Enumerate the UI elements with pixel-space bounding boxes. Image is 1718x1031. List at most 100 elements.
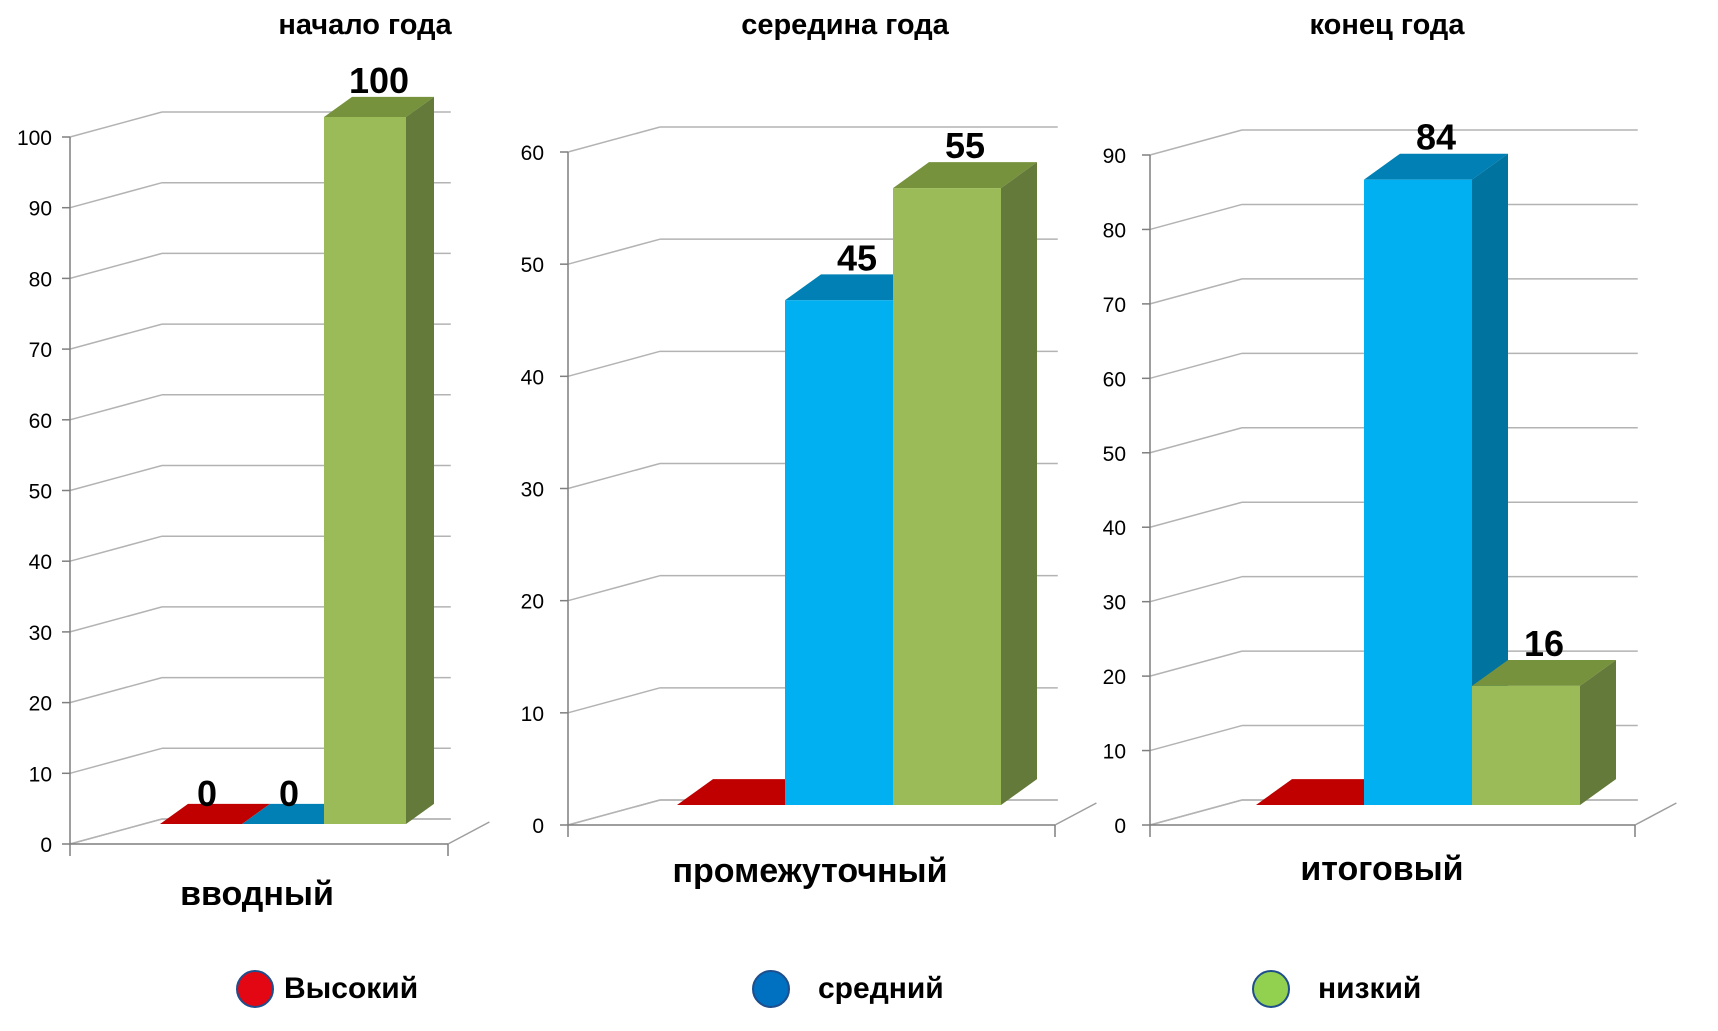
y-tick-label: 80 xyxy=(1103,219,1126,242)
gridline-diagonal xyxy=(69,535,163,562)
bar-front-face xyxy=(785,300,893,805)
gridline-diagonal xyxy=(69,394,163,421)
legend-label-low: низкий xyxy=(1318,972,1422,1005)
gridline-diagonal xyxy=(69,606,163,633)
gridline-diagonal xyxy=(1149,724,1243,752)
bar-top-face xyxy=(160,803,270,824)
bar-low: 100 xyxy=(324,60,434,825)
bar-front-face xyxy=(893,188,1001,806)
floor-right-edge xyxy=(1634,802,1677,826)
gridline-diagonal xyxy=(69,181,163,209)
gridline-diagonal xyxy=(1149,650,1243,677)
gridline-diagonal xyxy=(567,574,661,602)
gridline-diagonal xyxy=(69,464,163,492)
y-tick-label: 20 xyxy=(29,693,52,716)
y-tick-label: 60 xyxy=(1103,368,1126,391)
y-tick-label: 40 xyxy=(521,366,544,389)
gridline-diagonal xyxy=(567,350,661,378)
legend-item-high: Высокий xyxy=(236,970,418,1008)
gridline-diagonal xyxy=(1149,575,1243,603)
data-label: 55 xyxy=(945,125,985,166)
y-tick-label: 0 xyxy=(532,815,544,838)
data-label: 16 xyxy=(1524,623,1564,664)
y-tick-label: 40 xyxy=(1103,517,1126,540)
bar-high: 0 xyxy=(160,773,270,824)
y-tick-label: 70 xyxy=(1103,294,1126,317)
gridline-diagonal xyxy=(1149,501,1243,528)
gridline-diagonal xyxy=(1149,278,1243,305)
y-tick-label: 20 xyxy=(1103,666,1126,689)
floor-right-edge xyxy=(447,821,490,845)
bar-side-face xyxy=(1001,162,1037,805)
legend-swatch-mid xyxy=(752,970,790,1008)
chart-panel-3: конец года 0 10 20 30 40 50 60 70 80 90 84 16 итоговы… xyxy=(1103,9,1677,888)
legend-swatch-low xyxy=(1252,970,1290,1008)
gridline-diagonal xyxy=(69,676,163,704)
gridline-diagonal xyxy=(567,462,661,490)
bar-top-face xyxy=(1472,659,1616,686)
bar-side-face xyxy=(1580,659,1616,805)
data-label: 0 xyxy=(279,773,299,814)
bar-low: 16 xyxy=(1472,623,1616,805)
legend-item-mid: средний xyxy=(752,970,944,1008)
y-tick-label: 60 xyxy=(29,410,52,433)
gridline-diagonal xyxy=(69,252,163,280)
legend-label-mid: средний xyxy=(818,972,944,1005)
y-tick-label: 30 xyxy=(521,479,544,502)
bar-front-face xyxy=(324,117,406,824)
y-tick-label: 50 xyxy=(1103,443,1126,466)
gridline-diagonal xyxy=(1149,129,1243,156)
gridline-diagonal xyxy=(1149,427,1243,454)
y-tick-label: 90 xyxy=(29,198,52,221)
bar-top-face xyxy=(893,162,1037,189)
y-tick-label: 60 xyxy=(521,142,544,165)
y-tick-label: 10 xyxy=(29,763,52,786)
y-tick-label: 100 xyxy=(17,127,52,150)
category-label: вводный xyxy=(180,875,334,913)
y-tick-label: 20 xyxy=(521,591,544,614)
data-label: 100 xyxy=(349,60,409,101)
y-tick-label: 50 xyxy=(521,254,544,277)
chart-panel-2: середина года 0 10 20 30 40 50 60 45 55 промежуточ… xyxy=(521,9,1097,890)
chart-title: конец года xyxy=(1310,9,1466,41)
bar-front-face xyxy=(1472,685,1580,805)
y-tick-label: 30 xyxy=(1103,592,1126,615)
gridline-diagonal xyxy=(69,323,163,350)
y-tick-label: 90 xyxy=(1103,145,1126,168)
chart-title: начало года xyxy=(278,9,452,41)
data-label: 84 xyxy=(1416,117,1456,158)
y-tick-label: 0 xyxy=(1114,815,1126,838)
bar-top-face xyxy=(324,96,434,117)
y-tick-label: 0 xyxy=(40,834,52,857)
bar-front-face xyxy=(1364,179,1472,805)
gridline-diagonal xyxy=(567,126,661,153)
y-tick-label: 70 xyxy=(29,339,52,362)
legend-item-low: низкий xyxy=(1252,970,1421,1008)
gridline-diagonal xyxy=(69,111,163,138)
legend-swatch-high xyxy=(236,970,274,1008)
y-tick-label: 10 xyxy=(1103,741,1126,764)
gridline-diagonal xyxy=(1149,352,1243,380)
legend-label-high: Высокий xyxy=(284,972,419,1005)
bar-side-face xyxy=(406,96,434,825)
gridline-diagonal xyxy=(1149,203,1243,231)
category-label: промежуточный xyxy=(672,852,947,890)
gridline-diagonal xyxy=(567,238,661,265)
chart-panel-1: начало года 0 10 20 30 40 50 60 70 80 90 100 0 0 100 вв… xyxy=(17,9,490,913)
bar-side-face xyxy=(1472,153,1508,805)
y-tick-label: 10 xyxy=(521,703,544,726)
y-tick-label: 80 xyxy=(29,268,52,291)
bar-mid: 84 xyxy=(1364,117,1508,805)
y-tick-label: 30 xyxy=(29,622,52,645)
floor-right-edge xyxy=(1054,802,1097,826)
bar-top-face xyxy=(1364,153,1508,180)
gridline-diagonal xyxy=(69,747,163,775)
bar-low: 55 xyxy=(893,125,1037,806)
gridline-diagonal xyxy=(567,687,661,714)
data-label: 0 xyxy=(197,773,217,814)
category-label: итоговый xyxy=(1300,850,1463,888)
chart-title: середина года xyxy=(741,9,949,41)
y-tick-label: 50 xyxy=(29,481,52,504)
data-label: 45 xyxy=(837,237,877,278)
